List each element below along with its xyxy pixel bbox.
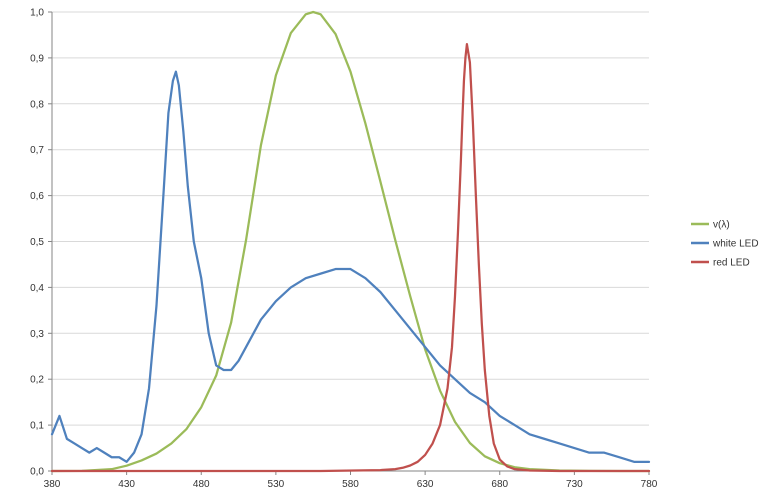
x-tick-label: 580 xyxy=(342,479,359,490)
x-tick-label: 630 xyxy=(417,479,434,490)
y-tick-label: 0,0 xyxy=(30,467,44,478)
series-line-red-led xyxy=(50,43,651,473)
x-tick-label: 780 xyxy=(641,479,658,490)
y-tick-label: 0,8 xyxy=(30,99,44,110)
y-tick-label: 0,3 xyxy=(30,329,44,340)
series-line-white-led xyxy=(50,70,651,463)
y-tick-labels: 0,0 0,1 0,2 0,3 0,4 0,5 0,6 0,7 0,8 0,9 1,0 xyxy=(30,8,44,478)
y-tick-label: 0,4 xyxy=(30,283,44,294)
y-tick-label: 1,0 xyxy=(30,8,44,19)
x-tick-label: 680 xyxy=(491,479,508,490)
chart-axes xyxy=(48,11,650,475)
x-tick-label: 730 xyxy=(566,479,583,490)
y-tick-label: 0,2 xyxy=(30,375,44,386)
y-tick-label: 0,1 xyxy=(30,421,44,432)
y-gridlines xyxy=(52,11,649,472)
y-tick-label: 0,5 xyxy=(30,237,44,248)
chart-series xyxy=(50,10,651,473)
x-tick-label: 430 xyxy=(118,479,135,490)
legend-label: v(λ) xyxy=(713,220,730,231)
y-tick-label: 0,7 xyxy=(30,145,44,156)
y-tick-label: 0,6 xyxy=(30,191,44,202)
x-tick-labels: 380 430 480 530 580 630 680 730 780 xyxy=(44,479,658,490)
y-tick-label: 0,9 xyxy=(30,53,44,64)
x-tick-label: 530 xyxy=(268,479,285,490)
legend-label: white LED xyxy=(712,239,759,250)
chart-legend: v(λ) white LED red LED xyxy=(691,220,759,269)
series-line-v xyxy=(50,10,651,473)
x-tick-label: 380 xyxy=(44,479,61,490)
legend-label: red LED xyxy=(713,258,750,269)
x-tick-label: 480 xyxy=(193,479,210,490)
